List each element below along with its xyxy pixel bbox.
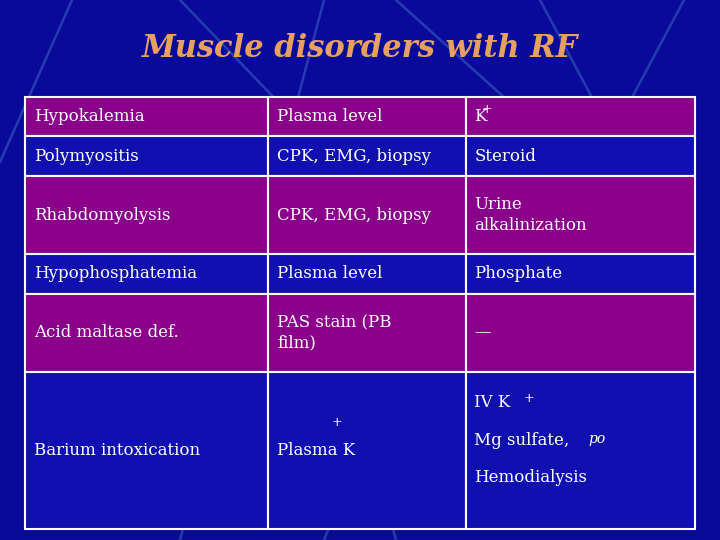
- Text: —: —: [474, 325, 491, 341]
- Bar: [25, 294, 269, 372]
- Text: Hypokalemia: Hypokalemia: [34, 109, 145, 125]
- Bar: [25, 176, 269, 254]
- Text: +: +: [481, 103, 492, 116]
- Bar: [269, 176, 466, 254]
- Text: po: po: [588, 431, 606, 446]
- Text: IV K: IV K: [474, 394, 510, 411]
- Bar: [269, 254, 466, 294]
- Text: Barium intoxication: Barium intoxication: [34, 442, 200, 459]
- Text: Polymyositis: Polymyositis: [34, 147, 138, 165]
- Bar: [466, 137, 695, 176]
- Bar: [466, 97, 695, 137]
- Bar: [269, 137, 466, 176]
- Bar: [269, 294, 466, 372]
- Text: Steroid: Steroid: [474, 147, 536, 165]
- Bar: [466, 254, 695, 294]
- Text: CPK, EMG, biopsy: CPK, EMG, biopsy: [277, 206, 431, 224]
- Bar: [269, 97, 466, 137]
- Text: +: +: [332, 416, 342, 429]
- Text: Muscle disorders with RF: Muscle disorders with RF: [142, 33, 578, 64]
- Text: Acid maltase def.: Acid maltase def.: [34, 325, 179, 341]
- Bar: [466, 176, 695, 254]
- Text: K: K: [474, 109, 487, 125]
- Bar: [25, 137, 269, 176]
- Text: Hypophosphatemia: Hypophosphatemia: [34, 266, 197, 282]
- Text: PAS stain (PB
film): PAS stain (PB film): [277, 314, 392, 352]
- Bar: [269, 372, 466, 529]
- Text: CPK, EMG, biopsy: CPK, EMG, biopsy: [277, 147, 431, 165]
- Text: Plasma level: Plasma level: [277, 109, 382, 125]
- Bar: [466, 372, 695, 529]
- Text: Plasma level: Plasma level: [277, 266, 382, 282]
- Text: Rhabdomyolysis: Rhabdomyolysis: [34, 206, 171, 224]
- Bar: [25, 372, 269, 529]
- Text: Hemodialysis: Hemodialysis: [474, 469, 588, 486]
- Bar: [466, 294, 695, 372]
- Bar: [25, 97, 269, 137]
- Text: +: +: [523, 393, 534, 406]
- Bar: [25, 254, 269, 294]
- Text: Plasma K: Plasma K: [277, 442, 355, 459]
- Text: Urine
alkalinization: Urine alkalinization: [474, 196, 587, 234]
- Text: Phosphate: Phosphate: [474, 266, 562, 282]
- Text: Mg sulfate,: Mg sulfate,: [474, 431, 575, 449]
